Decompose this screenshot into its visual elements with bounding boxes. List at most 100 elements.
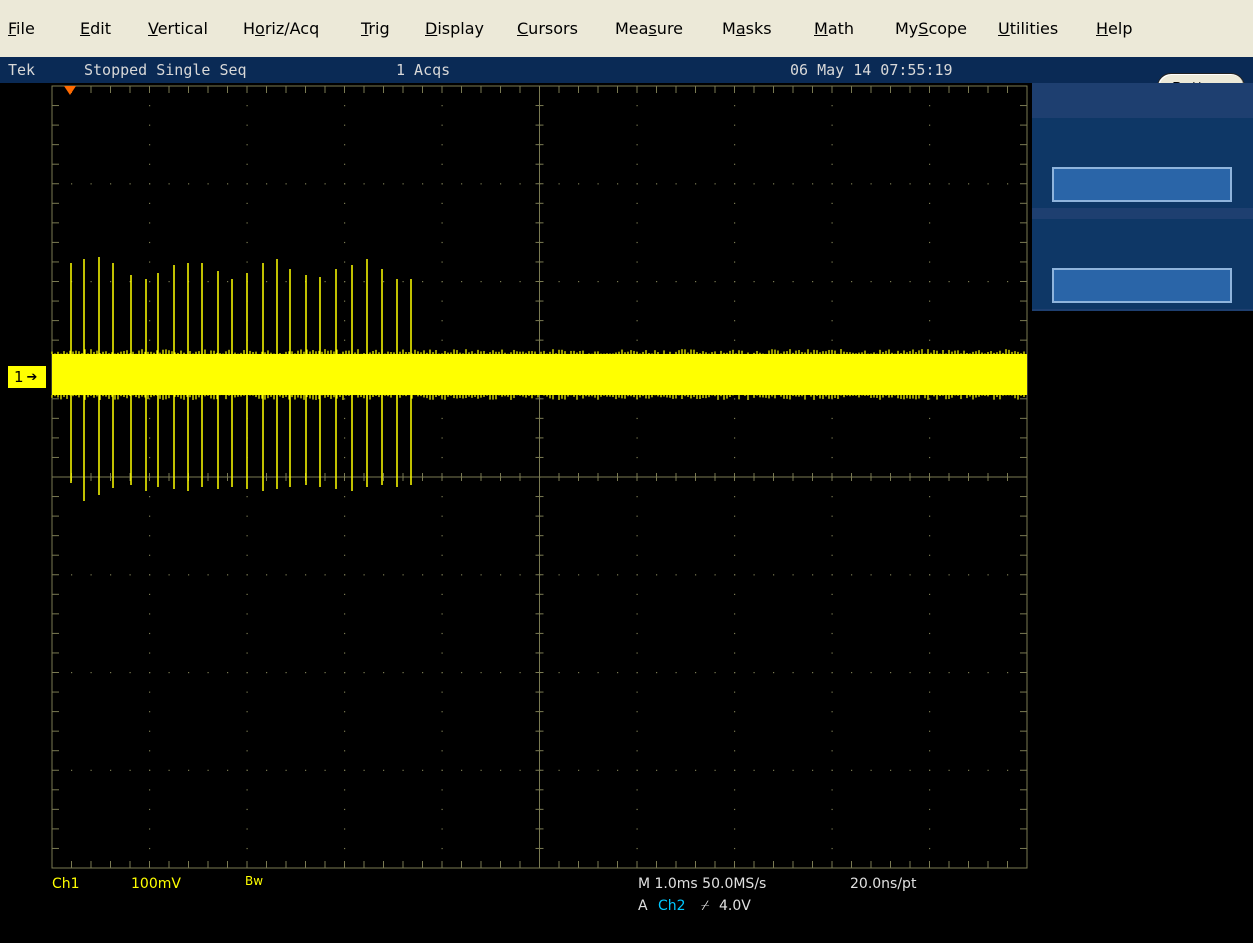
- grid-dot: [149, 456, 151, 459]
- control-field-2[interactable]: [1052, 268, 1232, 303]
- grid-dot: [831, 769, 833, 771]
- grid-dot: [71, 574, 73, 576]
- grid-dot: [441, 769, 443, 771]
- menu-item-edit[interactable]: Edit: [80, 19, 111, 38]
- grid-dot: [636, 769, 638, 771]
- grid-dot: [831, 613, 833, 615]
- grid-dot: [968, 672, 970, 674]
- grid-dot: [285, 769, 287, 771]
- grid-dot: [402, 281, 404, 283]
- control-field-1[interactable]: [1052, 167, 1232, 202]
- grid-dot: [246, 535, 248, 537]
- channel-readout[interactable]: Ch1: [52, 876, 80, 892]
- grid-dot: [734, 300, 736, 302]
- menu-item-horiz-acq[interactable]: Horiz/Acq: [243, 19, 319, 38]
- menu-item-text-post: ure: [656, 19, 684, 38]
- menu-item-vertical[interactable]: Vertical: [148, 19, 208, 38]
- grid-dot: [344, 808, 346, 811]
- grid-dot: [558, 672, 560, 674]
- channel-1-marker[interactable]: 1 ➔: [8, 366, 46, 388]
- grid-dot: [441, 300, 443, 302]
- grid-dot: [168, 281, 170, 283]
- grid-dot: [461, 574, 463, 576]
- grid-dot: [909, 574, 911, 576]
- menu-item-display[interactable]: Display: [425, 19, 484, 38]
- grid-dot: [344, 691, 346, 693]
- grid-dot: [929, 554, 931, 556]
- grid-dot: [929, 417, 931, 420]
- menu-item-trig[interactable]: Trig: [361, 19, 390, 38]
- grid-dot: [344, 456, 346, 459]
- grid-dot: [831, 437, 833, 439]
- waveform-display[interactable]: [0, 83, 1032, 943]
- control-section-2: [1032, 219, 1253, 309]
- menu-item-help[interactable]: Help: [1096, 19, 1132, 38]
- grid-dot: [344, 398, 346, 400]
- grid-dot: [831, 711, 833, 713]
- grid-dot: [500, 769, 502, 771]
- grid-dot: [929, 574, 931, 576]
- grid-dot: [441, 613, 443, 615]
- grid-dot: [831, 456, 833, 459]
- grid-dot: [831, 105, 833, 107]
- grid-dot: [734, 124, 736, 126]
- grid-dot: [695, 769, 697, 771]
- grid-dot: [227, 672, 229, 674]
- grid-dot: [441, 320, 443, 322]
- grid-dot: [890, 183, 892, 185]
- grid-dot: [734, 105, 736, 107]
- grid-dot: [578, 574, 580, 576]
- grid-dot: [285, 281, 287, 283]
- menu-item-myscope[interactable]: MyScope: [895, 19, 967, 38]
- grid-dot: [324, 769, 326, 771]
- grid-dot: [636, 496, 638, 498]
- grid-dot: [500, 281, 502, 283]
- menu-item-utilities[interactable]: Utilities: [998, 19, 1058, 38]
- menu-item-measure[interactable]: Measure: [615, 19, 683, 38]
- trigger-prefix: A: [638, 898, 648, 914]
- grid-dot: [831, 241, 833, 244]
- grid-dot: [441, 398, 443, 400]
- grid-dot: [636, 750, 638, 752]
- menu-item-math[interactable]: Math: [814, 19, 854, 38]
- menu-item-cursors[interactable]: Cursors: [517, 19, 578, 38]
- grid-dot: [968, 574, 970, 576]
- grid-dot: [246, 105, 248, 107]
- trigger-level-readout[interactable]: 4.0V: [719, 898, 751, 914]
- grid-dot: [734, 281, 736, 283]
- grid-dot: [441, 828, 443, 830]
- grid-dot: [441, 554, 443, 556]
- grid-dot: [929, 750, 931, 752]
- grid-dot: [149, 847, 151, 850]
- arrow-right-icon: ➔: [26, 369, 38, 385]
- grid-dot: [1007, 183, 1009, 185]
- grid-dot: [753, 672, 755, 674]
- menu-item-accelerator: s: [648, 19, 657, 38]
- grid-dot: [636, 828, 638, 830]
- trigger-slope-icon: ⌿: [701, 898, 710, 914]
- menu-item-file[interactable]: File: [8, 19, 35, 38]
- grid-dot: [324, 672, 326, 674]
- time-per-point-readout: 20.0ns/pt: [850, 876, 917, 892]
- grid-dot: [831, 632, 833, 635]
- grid-dot: [149, 261, 151, 263]
- horizontal-readout[interactable]: M 1.0ms 50.0MS/s: [638, 876, 767, 892]
- grid-dot: [344, 320, 346, 322]
- grid-dot: [948, 183, 950, 185]
- menu-item-masks[interactable]: Masks: [722, 19, 772, 38]
- control-section-1: [1032, 118, 1253, 208]
- grid-dot: [734, 769, 736, 771]
- grid-dot: [714, 769, 716, 771]
- trigger-source-readout[interactable]: Ch2: [658, 898, 686, 914]
- grid-dot: [246, 593, 248, 595]
- grid-dot: [831, 730, 833, 732]
- grid-dot: [890, 281, 892, 283]
- grid-dot: [246, 672, 248, 674]
- grid-dot: [149, 554, 151, 556]
- menu-item-accelerator: M: [814, 19, 828, 38]
- grid-dot: [149, 593, 151, 595]
- grid-dot: [929, 320, 931, 322]
- volts-per-div-readout[interactable]: 100mV: [131, 876, 181, 892]
- grid-dot: [987, 281, 989, 283]
- grid-dot: [734, 574, 736, 576]
